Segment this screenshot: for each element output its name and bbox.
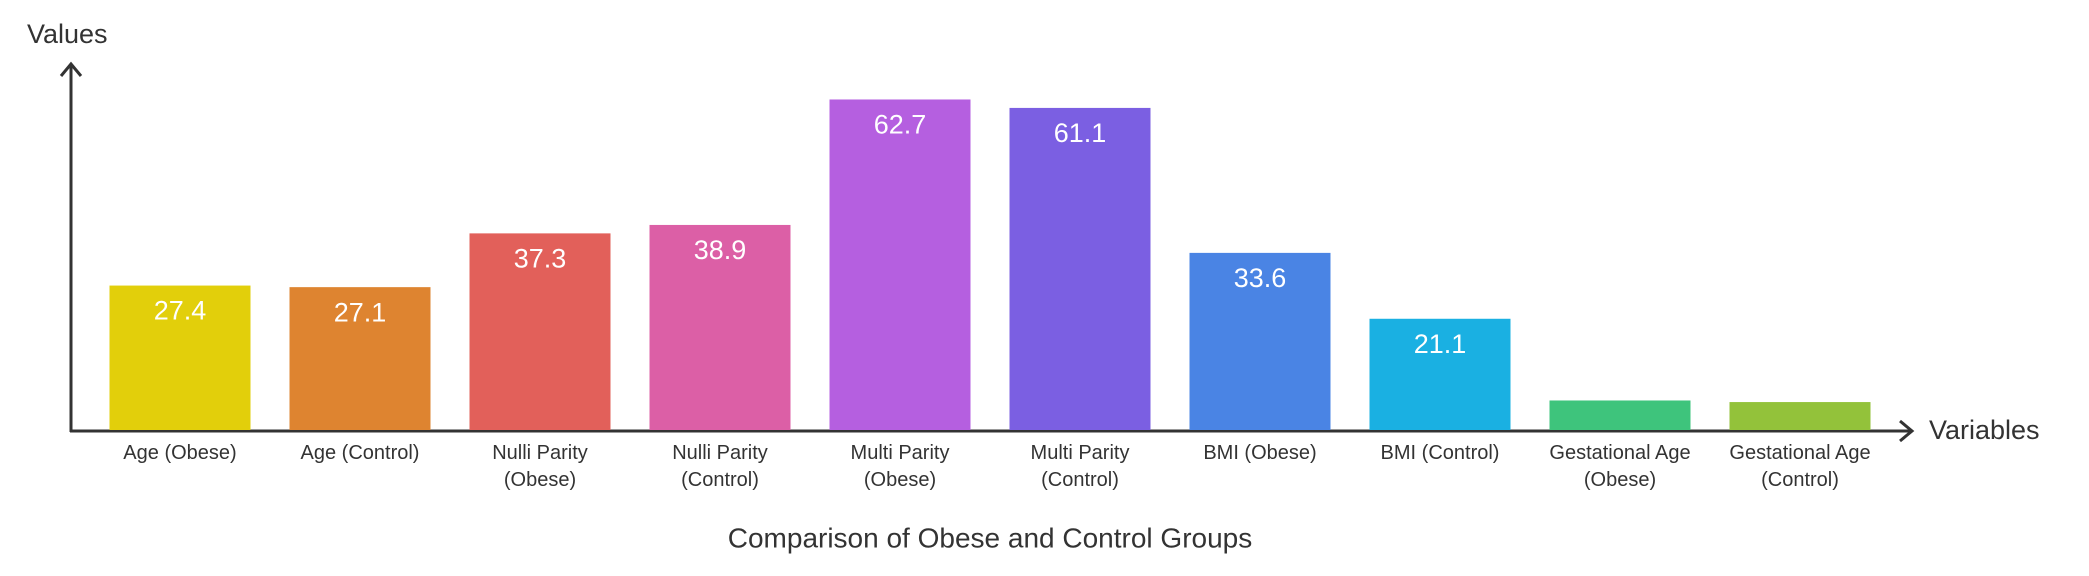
x-tick-label-box: Gestational Age (Obese) [1549,442,1691,491]
bar [1009,107,1151,430]
x-tick-label-box: Nulli Parity (Control) [672,442,768,491]
bar [109,285,251,430]
value-label: 27.4 [154,296,207,326]
x-tick-label-box: Age (Obese) [123,442,237,464]
bar [1549,400,1691,430]
x-tick-label: Age (Control) [300,442,420,464]
value-label: 62.7 [874,110,927,140]
x-tick-label: BMI (Control) [1380,442,1500,464]
value-label: 33.6 [1234,263,1287,293]
x-tick-label-box: Age (Control) [300,442,420,464]
bar [1369,318,1511,430]
value-label: 21.1 [1414,329,1467,359]
bar [289,287,431,430]
value-label: 61.1 [1054,118,1107,148]
x-axis-label: Variables [1929,415,2040,445]
x-tick-label: Multi Parity (Control) [1030,442,1130,491]
x-tick-label: Age (Obese) [123,442,237,464]
bar [829,99,971,430]
chart-title: Comparison of Obese and Control Groups [728,522,1253,553]
axes [59,61,1915,443]
x-tick-label-box: Nulli Parity (Obese) [492,442,588,491]
x-tick-label-box: BMI (Control) [1380,442,1500,464]
x-tick-label-box: Gestational Age (Control) [1729,442,1871,491]
x-tick-label: Gestational Age (Control) [1729,442,1871,491]
x-tick-label: Nulli Parity (Obese) [492,442,588,491]
value-label: 38.9 [694,235,747,265]
y-axis-label: Values [27,19,108,49]
value-label: 37.3 [514,244,567,274]
bar [649,224,791,430]
y-axis-arrow [59,61,83,77]
x-tick-label: Nulli Parity (Control) [672,442,768,491]
bar [469,233,611,430]
bar [1729,402,1871,430]
x-tick-label-box: Multi Parity (Obese) [850,442,950,491]
x-tick-label: BMI (Obese) [1203,442,1317,464]
x-tick-label: Multi Parity (Obese) [850,442,950,491]
value-label: 27.1 [334,297,387,327]
x-axis-arrow [1899,419,1915,443]
bar [1189,252,1331,430]
x-tick-label-box: Multi Parity (Control) [1030,442,1130,491]
x-tick-label-box: BMI (Obese) [1203,442,1317,464]
x-tick-label: Gestational Age (Obese) [1549,442,1691,491]
